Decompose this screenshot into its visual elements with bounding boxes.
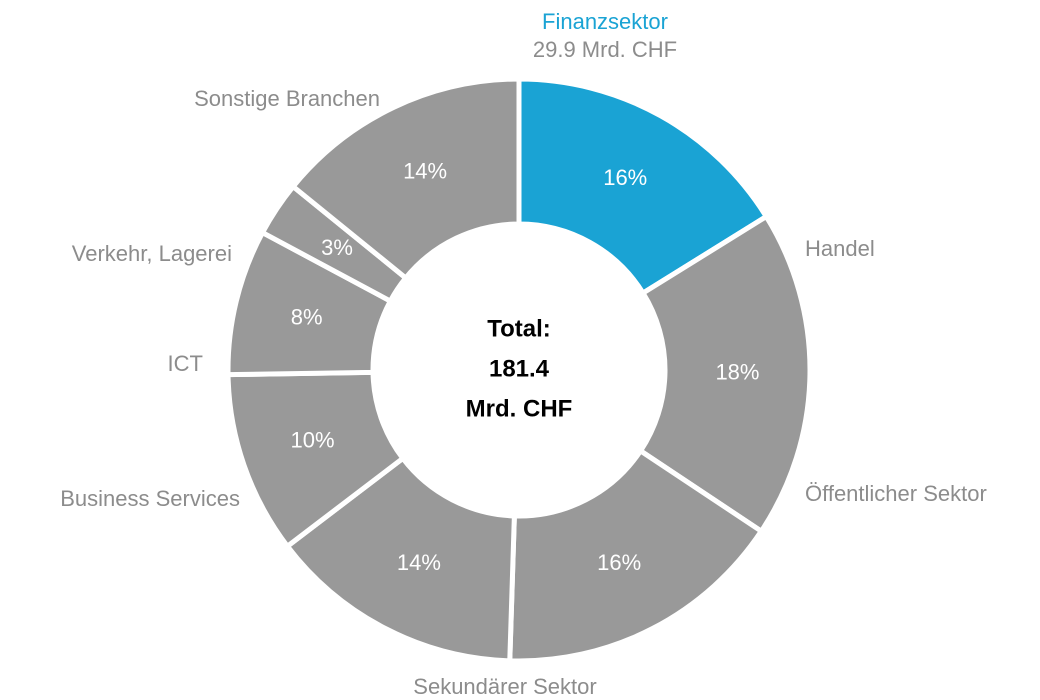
highlight-annotation: 29.9 Mrd. CHF: [533, 37, 677, 62]
slice: [289, 76, 522, 282]
value-label: 8%: [291, 304, 323, 329]
category-label: Verkehr, Lagerei: [72, 241, 232, 266]
value-label: 10%: [290, 427, 334, 452]
slice: [516, 76, 770, 297]
slice: [283, 454, 517, 664]
category-label: Sonstige Branchen: [194, 86, 380, 111]
labels: 16% Finanzsektor 18% Handel 16% Öffentlicher …: [60, 9, 987, 699]
category-label: Finanzsektor: [542, 9, 668, 34]
value-label: 14%: [403, 159, 447, 184]
value-label: 3%: [321, 235, 353, 260]
value-label: 16%: [597, 550, 641, 575]
category-label: Öffentlicher Sektor: [805, 481, 987, 506]
category-label: Sekundärer Sektor: [413, 674, 596, 699]
value-label: 18%: [715, 359, 759, 384]
category-label: Handel: [805, 236, 875, 261]
center-label: Total:: [487, 315, 551, 342]
value-label: 14%: [397, 550, 441, 575]
category-label: ICT: [168, 351, 203, 376]
category-label: Business Services: [60, 486, 240, 511]
center-label: 181.4: [489, 355, 550, 382]
center-label: Mrd. CHF: [466, 395, 573, 422]
slices: [225, 76, 813, 664]
value-label: 16%: [603, 165, 647, 190]
slice: [637, 213, 813, 535]
slice: [507, 447, 765, 664]
